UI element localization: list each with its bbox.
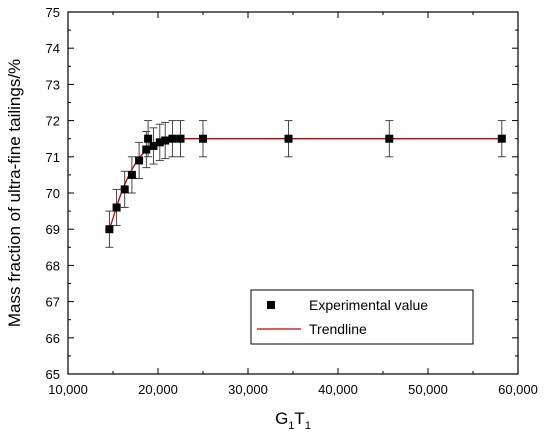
y-tick-label: 65 [46, 367, 60, 382]
data-point [161, 136, 170, 145]
legend-label-trendline: Trendline [309, 321, 367, 337]
data-point [168, 134, 177, 143]
x-axis-title-sub1: 1 [288, 420, 294, 432]
data-point [497, 134, 506, 143]
trendline [108, 138, 502, 230]
y-tick-label: 74 [46, 41, 60, 56]
x-tick-label: 30,000 [228, 382, 268, 397]
data-point [105, 225, 114, 234]
legend-label-experimental: Experimental value [309, 297, 428, 313]
data-point [144, 134, 153, 143]
y-tick-label: 72 [46, 114, 60, 129]
data-point [284, 134, 293, 143]
y-tick-label: 69 [46, 222, 60, 237]
legend: Experimental value Trendline [250, 289, 474, 345]
data-point [385, 134, 394, 143]
y-tick-label: 70 [46, 186, 60, 201]
y-axis-ticks: 65 66 67 68 69 70 71 72 73 74 75 [46, 5, 518, 382]
x-axis-title-g: G [275, 409, 288, 428]
y-tick-label: 71 [46, 150, 60, 165]
legend-box [250, 289, 474, 345]
x-tick-label: 10,000 [48, 382, 88, 397]
legend-marker-square [267, 301, 275, 309]
y-axis-title: Mass fraction of ultra-fine tailings/% [5, 59, 24, 327]
data-point [135, 156, 144, 165]
y-tick-label: 66 [46, 331, 60, 346]
data-point [142, 145, 151, 154]
x-axis-title: G1T1 [275, 409, 311, 432]
x-tick-label: 40,000 [318, 382, 358, 397]
trendline-series [108, 138, 502, 230]
data-point [155, 138, 164, 147]
x-tick-label: 50,000 [408, 382, 448, 397]
data-point [127, 170, 136, 179]
x-axis-title-sub2: 1 [305, 420, 311, 432]
data-point [199, 134, 207, 143]
x-axis-ticks: 10,000 20,000 30,000 40,000 50,000 60,000 [48, 12, 538, 397]
y-tick-label: 73 [46, 77, 60, 92]
data-point [120, 185, 129, 194]
experimental-points [105, 134, 506, 234]
data-point [112, 203, 121, 212]
data-point [149, 141, 158, 150]
y-tick-label: 67 [46, 295, 60, 310]
y-tick-label: 75 [46, 5, 60, 20]
x-tick-label: 20,000 [138, 382, 178, 397]
x-tick-label: 60,000 [498, 382, 538, 397]
data-point [176, 134, 185, 143]
y-tick-label: 68 [46, 258, 60, 273]
x-axis-title-t: T [294, 409, 304, 428]
